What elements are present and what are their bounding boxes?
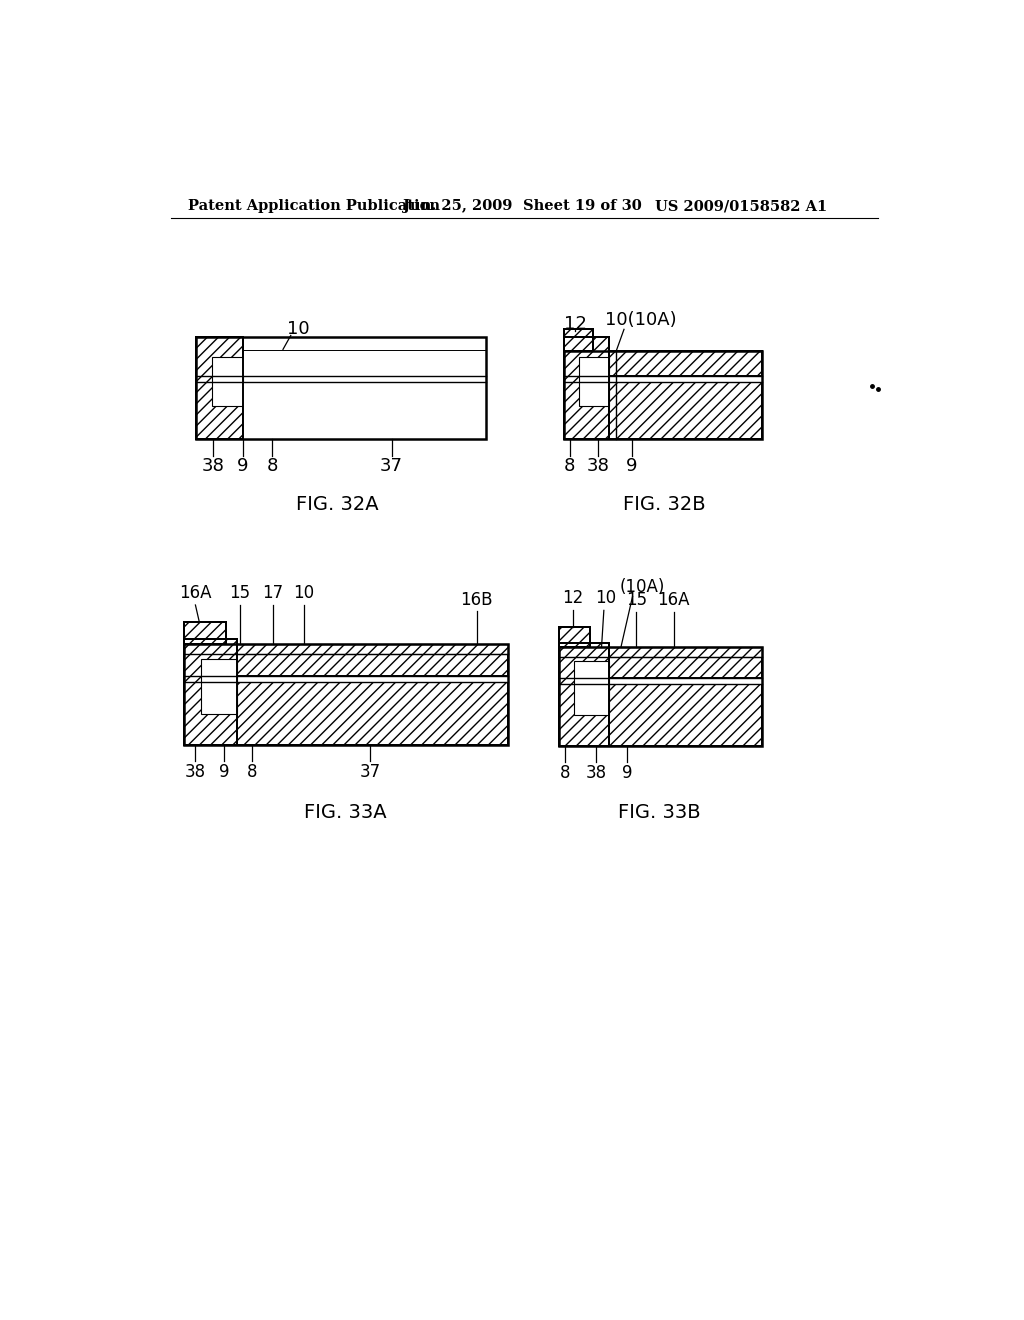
Text: 10: 10 [595,589,616,607]
Bar [579,358,608,405]
Text: 9: 9 [237,458,249,475]
Bar [243,381,486,440]
Text: 38: 38 [185,763,206,781]
Text: 9: 9 [622,764,633,781]
Bar [183,644,508,655]
Bar [183,639,237,744]
Text: Sheet 19 of 30: Sheet 19 of 30 [523,199,642,213]
Bar [574,661,609,715]
Bar [563,351,762,376]
Text: 16A: 16A [179,583,212,602]
Bar [197,337,243,440]
Bar [559,627,590,647]
Bar [559,643,609,746]
Text: 37: 37 [380,458,403,475]
Text: FIG. 33B: FIG. 33B [618,804,701,822]
Text: 12: 12 [562,589,584,607]
Bar [563,376,762,381]
Text: 8: 8 [564,458,575,475]
Bar [197,376,486,381]
Text: 10: 10 [293,583,314,602]
Text: US 2009/0158582 A1: US 2009/0158582 A1 [655,199,827,213]
Bar [563,330,593,351]
Bar [243,351,486,376]
Text: 15: 15 [229,583,250,602]
Bar [197,337,486,440]
Bar [183,622,226,644]
Bar [563,330,593,351]
Text: 38: 38 [587,458,610,475]
Bar [559,678,762,684]
Text: 12: 12 [564,315,587,333]
Bar [563,337,608,440]
Text: FIG. 32B: FIG. 32B [623,495,706,515]
Text: 16A: 16A [657,590,690,609]
Text: 8: 8 [247,763,257,781]
Bar [559,643,609,746]
Bar [183,622,226,644]
Text: 10: 10 [287,321,310,338]
Text: 38: 38 [202,458,224,475]
Bar [183,644,508,744]
Bar [559,684,762,746]
Text: 8: 8 [560,764,570,781]
Bar [559,647,762,656]
Bar [183,682,508,744]
Bar [197,337,243,440]
Bar [201,659,237,714]
Text: 37: 37 [359,763,380,781]
Text: 38: 38 [586,764,606,781]
Text: 17: 17 [262,583,284,602]
Text: 10(10A): 10(10A) [605,312,677,329]
Bar [183,639,237,744]
Text: 8: 8 [266,458,278,475]
Text: Jun. 25, 2009: Jun. 25, 2009 [403,199,512,213]
Bar [559,656,762,678]
Text: (10A): (10A) [620,578,666,595]
Bar [559,647,762,746]
Bar [563,381,762,440]
Text: FIG. 33A: FIG. 33A [304,803,386,821]
Text: Patent Application Publication: Patent Application Publication [188,199,440,213]
Bar [197,381,486,440]
Bar [183,676,508,682]
Text: FIG. 32A: FIG. 32A [296,495,379,515]
Text: 9: 9 [626,458,638,475]
Bar [563,337,608,440]
Bar [183,655,508,676]
Text: 15: 15 [626,590,647,609]
Text: 9: 9 [219,763,229,781]
Bar [197,351,486,376]
Bar [559,627,590,647]
Text: 16B: 16B [461,591,493,610]
Bar [563,351,762,440]
Bar [212,358,243,405]
